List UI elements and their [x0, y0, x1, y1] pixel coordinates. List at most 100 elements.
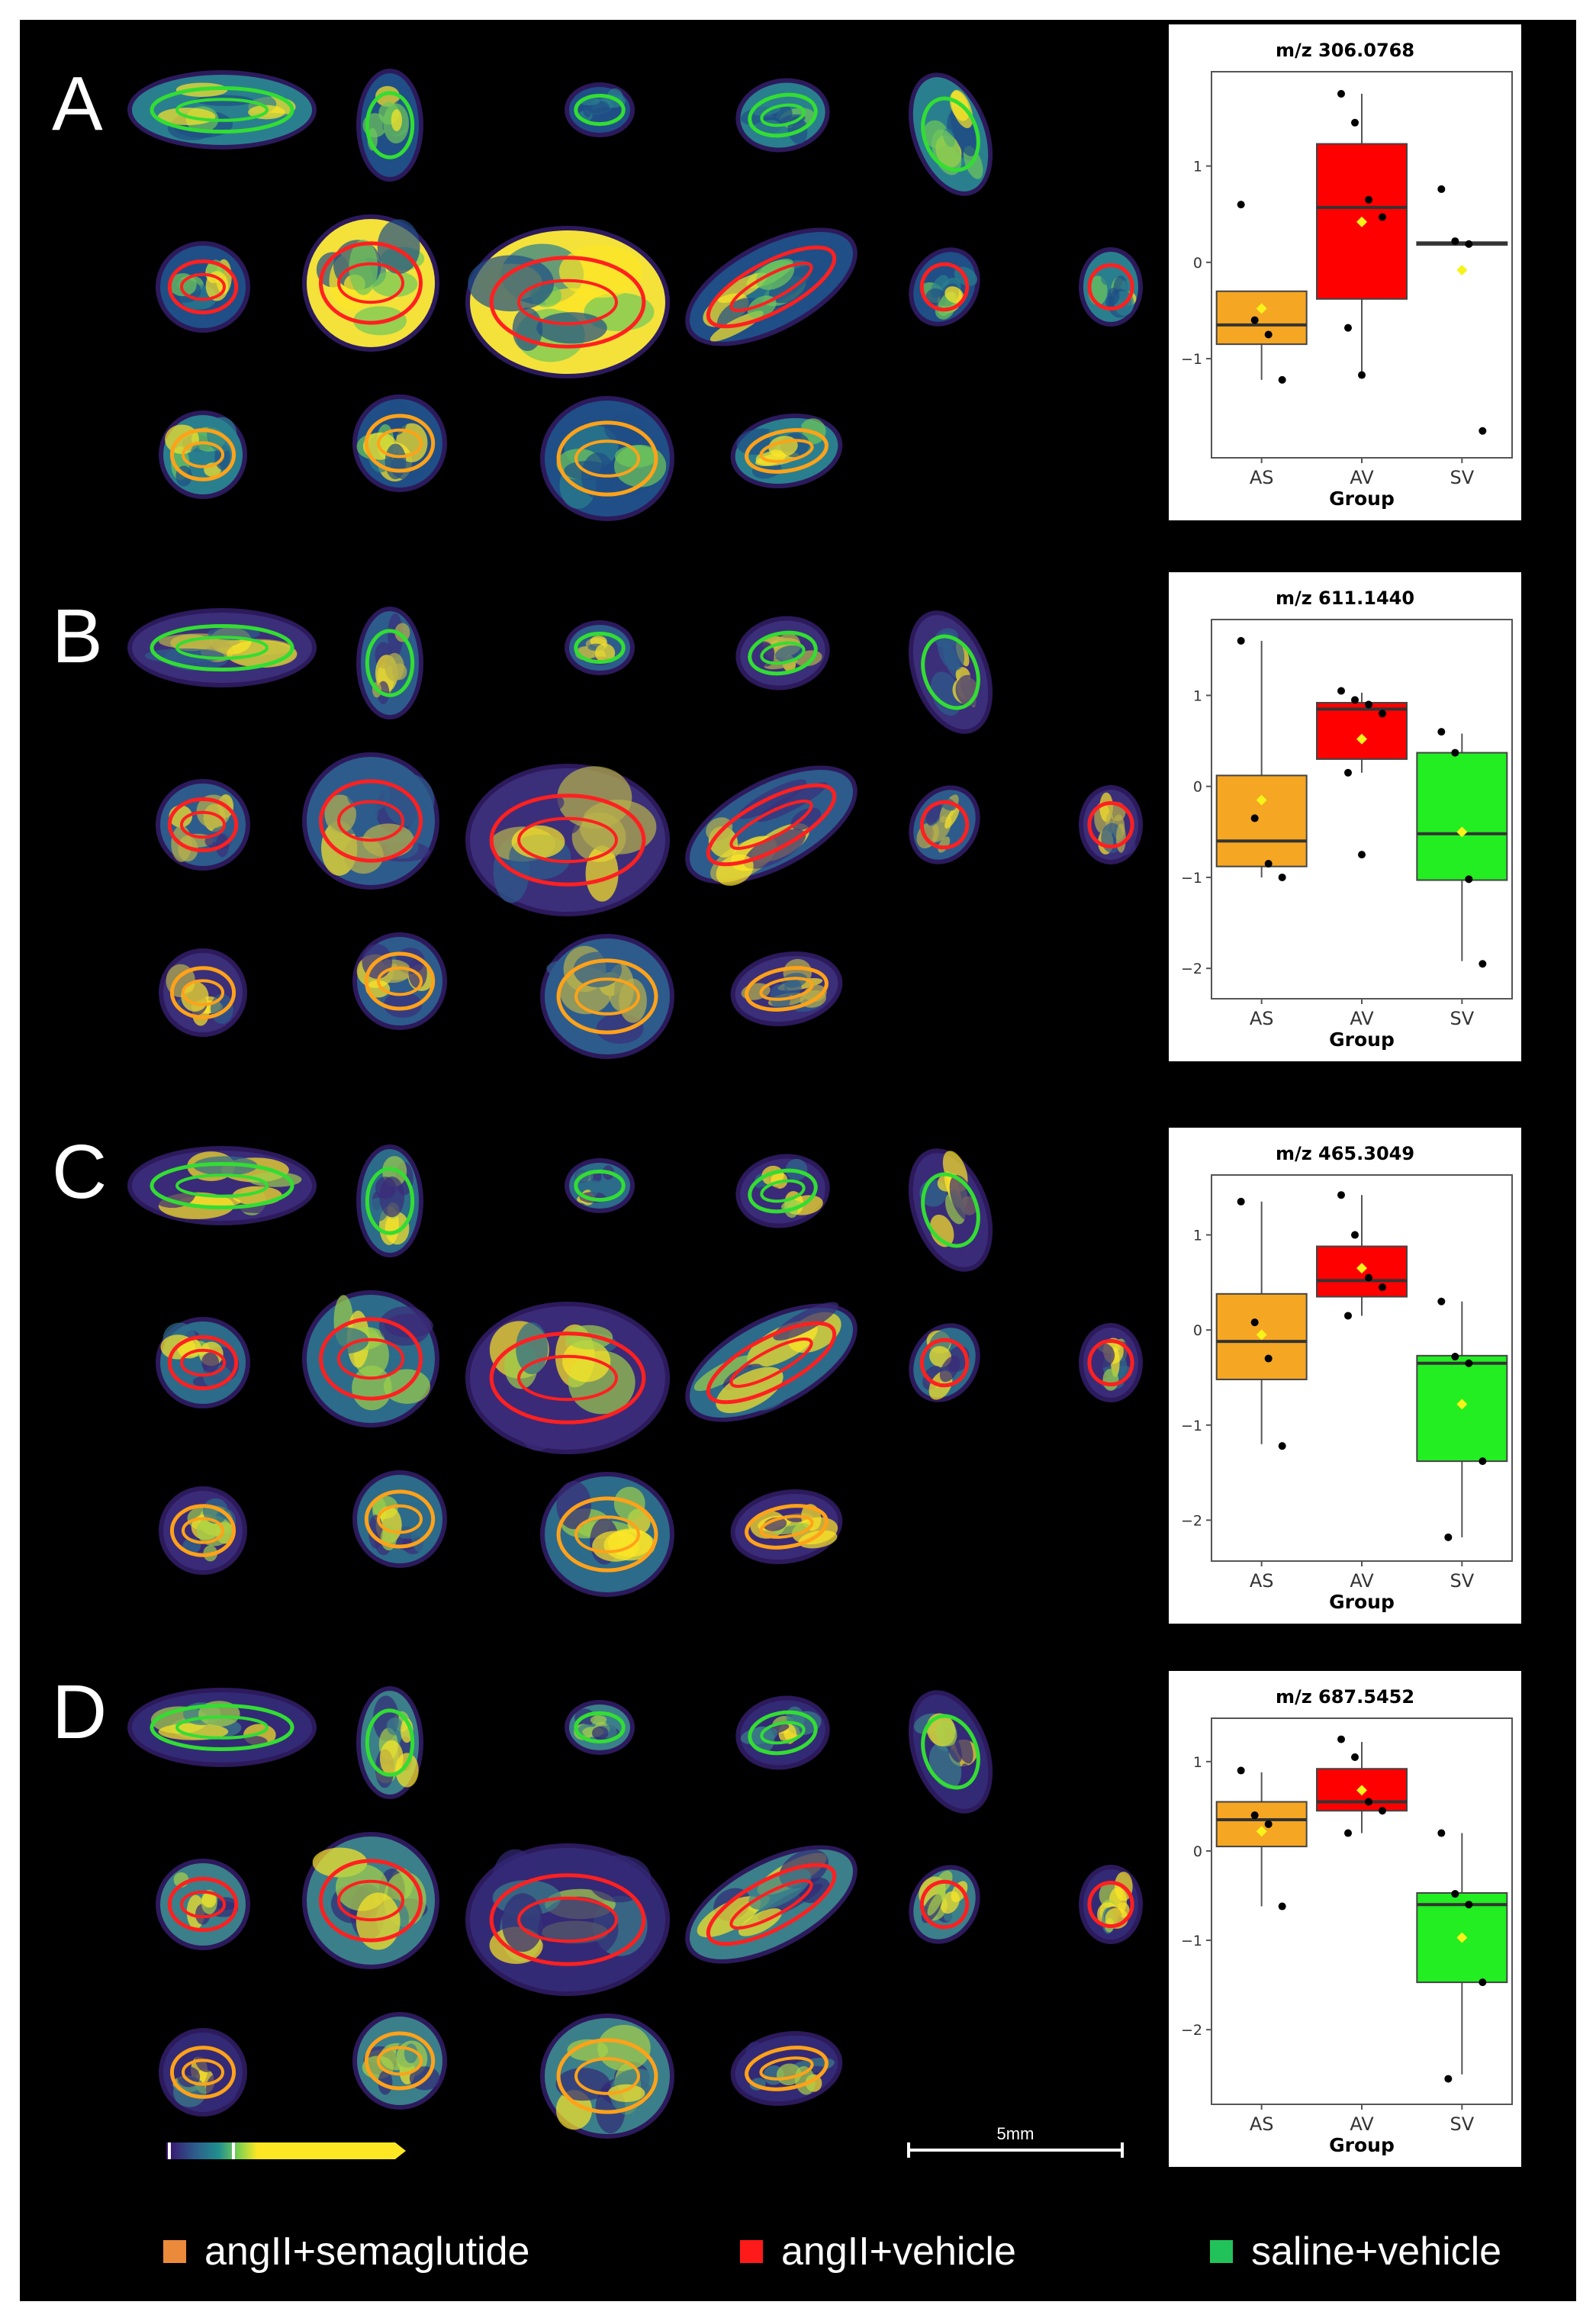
- roi-outline: [745, 2046, 829, 2091]
- tissue-speckle: [954, 1730, 973, 1764]
- tissue-section: [908, 72, 993, 196]
- roi-outline: [167, 797, 239, 852]
- y-tick-label: 1: [1193, 1228, 1202, 1244]
- roi-outline: [150, 1703, 294, 1752]
- roi-outline: [748, 1168, 818, 1214]
- roi-outline: [364, 414, 436, 473]
- legend-label: angII+vehicle: [781, 2229, 1016, 2274]
- data-point-SV: [1437, 1829, 1446, 1837]
- data-point-AS: [1250, 1811, 1259, 1820]
- roi-outline-inner: [182, 1517, 224, 1544]
- roi-outline: [556, 1496, 658, 1573]
- y-tick-label: 0: [1193, 255, 1202, 272]
- tissue-section: [540, 1472, 674, 1597]
- roi-outline-inner: [760, 1721, 806, 1745]
- roi-outline-inner: [760, 103, 806, 127]
- data-point-AS: [1264, 1354, 1273, 1363]
- roi-outline: [745, 1504, 829, 1550]
- tissue-section: [1079, 1323, 1143, 1402]
- roi-outline-inner: [759, 439, 814, 463]
- roi-outline: [919, 800, 970, 850]
- data-point-SV: [1437, 728, 1446, 736]
- tissue-speckle: [395, 1753, 419, 1788]
- mean-marker-SV: [1456, 826, 1468, 838]
- roi-outline-inner: [574, 977, 640, 1016]
- roi-outline: [748, 92, 818, 138]
- tissue-images-c: [127, 1144, 1143, 1597]
- box-AS: [1215, 1801, 1308, 1848]
- data-point-AS: [1237, 1766, 1245, 1775]
- legend-item-angii-semaglutide: angII+semaglutide: [163, 2229, 529, 2274]
- data-point-SV: [1451, 1890, 1459, 1898]
- roi-outline-inner: [337, 1879, 404, 1922]
- roi-outline: [318, 1317, 423, 1401]
- plot-title: m/z 465.3049: [1276, 1143, 1414, 1164]
- data-point-AS: [1278, 375, 1286, 384]
- roi-outline: [365, 91, 415, 159]
- roi-outline: [706, 1862, 837, 1946]
- tissue-section: [352, 394, 447, 492]
- legend-label: saline+vehicle: [1251, 2229, 1502, 2274]
- panel-letter-b: B: [52, 594, 103, 679]
- roi-outline: [706, 1321, 837, 1405]
- roi-outline-inner: [574, 2057, 640, 2095]
- data-point-AV: [1379, 1283, 1386, 1292]
- roi-outline-inner: [182, 2059, 224, 2086]
- roi-outline: [364, 951, 436, 1011]
- tissue-section: [909, 1323, 980, 1402]
- tissue-speckle: [375, 85, 401, 107]
- roi-outline: [167, 1335, 239, 1390]
- roi-outline: [364, 2031, 436, 2091]
- tissue-section: [735, 1695, 830, 1770]
- legend-swatch-green: [1210, 2240, 1233, 2263]
- tissue-section: [735, 1154, 830, 1228]
- tissue-speckle: [189, 444, 202, 478]
- tissue-section: [159, 1486, 247, 1575]
- roi-outline: [748, 1710, 818, 1756]
- data-point-AS: [1278, 873, 1286, 881]
- data-point-SV: [1451, 748, 1459, 757]
- tissue-speckle: [927, 1892, 943, 1916]
- roi-outline: [556, 2038, 658, 2114]
- tissue-section: [685, 1845, 858, 1964]
- tissue-section: [565, 620, 635, 675]
- tissue-speckle: [717, 272, 767, 303]
- roi-outline-inner: [182, 979, 224, 1006]
- roi-outline: [919, 262, 970, 312]
- tissue-section: [352, 1470, 447, 1568]
- scale-bar-label: 5mm: [997, 2124, 1035, 2143]
- tissue-speckle: [379, 1176, 405, 1218]
- roi-outline: [919, 1338, 970, 1388]
- tissue-section: [465, 764, 670, 916]
- tissue-speckle: [538, 1896, 619, 1961]
- roi-outline-inner: [574, 439, 640, 478]
- data-point-AV: [1351, 118, 1359, 127]
- box-AS: [1215, 290, 1308, 346]
- data-point-AV: [1337, 687, 1345, 695]
- roi-outline-inner: [759, 2056, 814, 2081]
- mean-marker-AS: [1256, 1826, 1267, 1837]
- data-point-AS: [1237, 1197, 1245, 1206]
- data-point-AV: [1344, 768, 1352, 777]
- tissue-section: [565, 1700, 635, 1755]
- tissue-images-a: [127, 69, 1143, 521]
- boxplot-a: m/z 306.0768 −1 0 1 AS AV SV Group: [1169, 24, 1521, 520]
- tissue-speckle: [604, 414, 648, 444]
- roi-outline: [574, 93, 626, 127]
- roi-outline: [706, 245, 837, 329]
- tissue-section: [909, 247, 980, 327]
- tissue-section: [1079, 1865, 1143, 1944]
- data-point-SV: [1479, 1978, 1487, 1987]
- data-point-AV: [1344, 1312, 1352, 1320]
- data-point-AS: [1264, 860, 1273, 868]
- tissue-speckle: [773, 1302, 838, 1341]
- roi-outline-inner: [729, 262, 813, 312]
- tissue-section: [908, 1690, 993, 1814]
- tissue-speckle: [558, 245, 642, 298]
- tissue-speckle: [925, 803, 942, 826]
- roi-outline: [1087, 1880, 1134, 1929]
- tissue-speckle: [384, 992, 422, 1018]
- data-point-AV: [1358, 371, 1366, 379]
- data-point-AS: [1278, 1902, 1286, 1911]
- data-point-AS: [1237, 201, 1245, 209]
